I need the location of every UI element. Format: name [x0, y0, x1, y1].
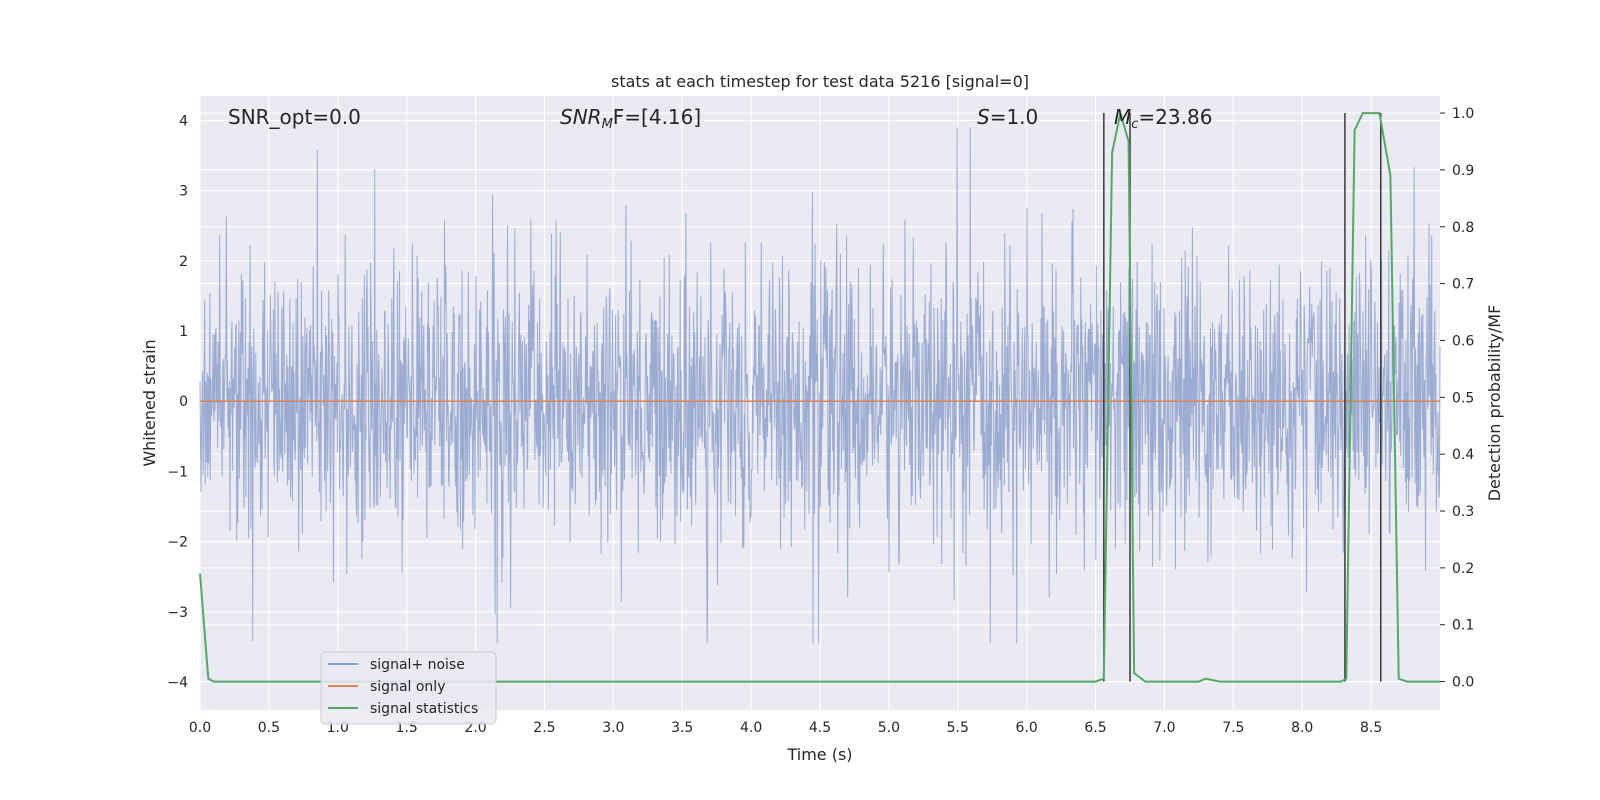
y-left-tick-label: 3 [179, 184, 188, 200]
x-tick-label: 8.5 [1360, 720, 1382, 736]
y-right-tick-label: 0.1 [1452, 618, 1474, 634]
y-right-tick-label: 0.5 [1452, 390, 1474, 406]
x-tick-label: 7.0 [1153, 720, 1175, 736]
y-right-tick-label: 0.4 [1452, 447, 1474, 463]
x-tick-label: 0.5 [258, 720, 280, 736]
y-left-tick-label: −1 [167, 464, 188, 480]
signal-noise-series [199, 127, 1441, 644]
y-left-tick-label: 4 [179, 114, 188, 130]
mc-annotation: Mc=23.86 [1114, 105, 1212, 132]
y-right-tick-label: 0.7 [1452, 277, 1474, 293]
s-value: =1.0 [990, 105, 1039, 129]
x-tick-label: 2.5 [533, 720, 555, 736]
x-tick-label: 0.0 [189, 720, 211, 736]
y-right-tick-label: 0.8 [1452, 220, 1474, 236]
s-annotation: S=1.0 [977, 105, 1038, 129]
x-tick-label: 6.5 [1084, 720, 1106, 736]
x-axis-ticks: 0.0 0.5 1.0 1.5 2.0 2.5 3.0 3.5 4.0 4.5 5.0 5.5 6.0 6… [189, 720, 1382, 736]
y-left-tick-label: −2 [167, 535, 188, 551]
y-right-tick-label: 0.9 [1452, 163, 1474, 179]
signal-statistics-line [199, 112, 1440, 683]
legend-label-signal-noise: signal+ noise [370, 657, 465, 673]
snr-mf-label: SNR [560, 105, 602, 129]
x-tick-label: 3.0 [602, 720, 624, 736]
legend-label-signal-only: signal only [370, 679, 445, 695]
x-tick-label: 4.0 [740, 720, 762, 736]
y-right-axis-label: Detection probability/MF [1485, 305, 1504, 502]
y-left-axis-label: Whitened strain [140, 339, 159, 466]
y-left-tick-label: −4 [167, 675, 188, 691]
snr-mf-value: F=[4.16] [613, 105, 701, 129]
snr-mf-annotation: SNRMF=[4.16] [560, 105, 701, 132]
x-tick-label: 5.5 [947, 720, 969, 736]
y-right-tick-label: 0.0 [1452, 675, 1474, 691]
mc-label: M [1114, 105, 1131, 129]
x-tick-label: 4.5 [809, 720, 831, 736]
legend-box [320, 651, 497, 725]
chart-title: stats at each timestep for test data 521… [611, 72, 1029, 91]
snr-opt-annotation: SNR_opt=0.0 [228, 105, 361, 129]
signal-noise-trace [199, 127, 1441, 644]
y-right-axis-ticks: 0.0 0.1 0.2 0.3 0.4 0.5 0.6 0.7 0.8 0.9 1.0 [1440, 106, 1474, 691]
y-left-tick-label: −3 [167, 605, 188, 621]
x-tick-label: 8.0 [1291, 720, 1313, 736]
x-tick-label: 5.0 [878, 720, 900, 736]
y-left-tick-label: 1 [179, 324, 188, 340]
legend-label-signal-statistics: signal statistics [370, 701, 478, 717]
y-left-tick-label: 2 [179, 254, 188, 270]
y-right-tick-label: 1.0 [1452, 106, 1474, 122]
y-right-tick-label: 0.3 [1452, 504, 1474, 520]
y-left-axis-ticks: −4 −3 −2 −1 0 1 2 3 4 [167, 114, 188, 691]
s-label: S [977, 105, 990, 129]
y-right-tick-label: 0.2 [1452, 561, 1474, 577]
snr-mf-subscript: M [602, 117, 613, 132]
legend: signal+ noise signal only signal statist… [320, 651, 497, 725]
mc-subscript: c [1131, 117, 1138, 132]
y-left-tick-label: 0 [179, 394, 188, 410]
x-tick-label: 6.0 [1016, 720, 1038, 736]
mc-value: =23.86 [1138, 105, 1212, 129]
y-right-tick-label: 0.6 [1452, 333, 1474, 349]
x-axis-label: Time (s) [786, 745, 852, 764]
x-tick-label: 7.5 [1222, 720, 1244, 736]
x-tick-label: 3.5 [671, 720, 693, 736]
